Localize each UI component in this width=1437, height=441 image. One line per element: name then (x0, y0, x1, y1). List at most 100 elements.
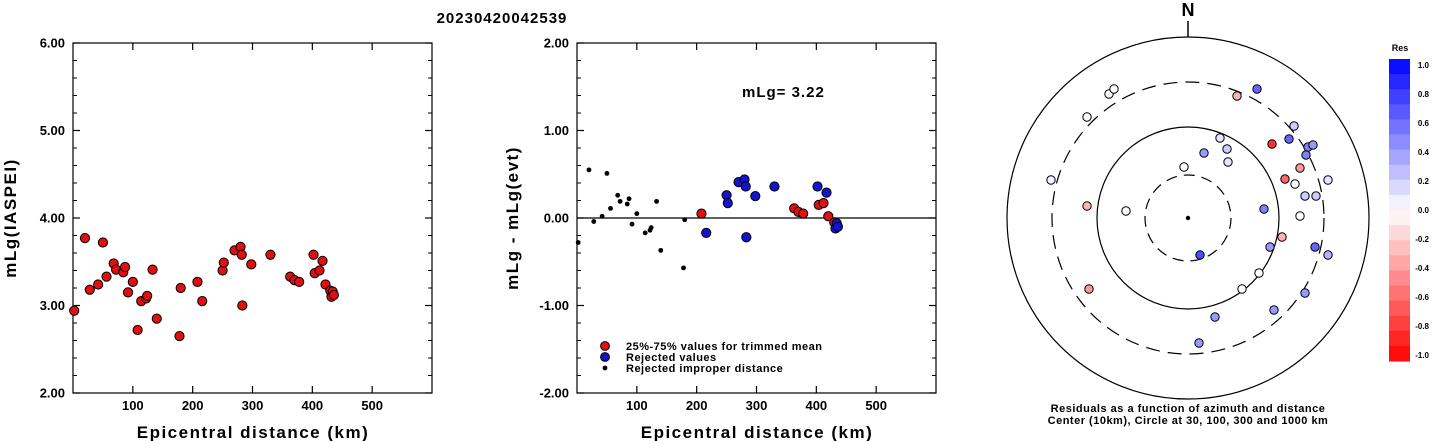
y-tick-label: 1.00 (544, 123, 569, 138)
data-point (608, 205, 613, 211)
station-marker (1295, 211, 1305, 221)
station-marker (1232, 91, 1242, 101)
colorbar-cell (1389, 300, 1410, 317)
data-point (575, 240, 581, 245)
data-point (696, 208, 707, 219)
station-marker (1237, 284, 1247, 294)
range-circle-300km (1051, 81, 1325, 355)
data-point (69, 305, 80, 316)
station-marker (1121, 206, 1131, 216)
station-marker (1300, 288, 1310, 298)
colorbar-label: 0.8 (1418, 90, 1430, 99)
data-point (769, 181, 780, 192)
data-point (750, 191, 761, 202)
x-tick-label: 500 (865, 398, 887, 413)
data-point (823, 211, 834, 222)
colorbar-cell (1389, 134, 1410, 151)
data-point (175, 282, 186, 294)
mlg-annotation: mLg= 3.22 (742, 84, 825, 101)
x-tick-label: 400 (805, 398, 827, 413)
map-caption-line2: Center (10km), Circle at 30, 100, 300 an… (1048, 415, 1329, 427)
data-point (317, 255, 328, 266)
data-point (701, 227, 712, 238)
y-tick-label: 3.00 (40, 298, 65, 313)
data-point (246, 259, 257, 270)
colorbar-label: -0.8 (1415, 322, 1429, 331)
x-tick-label: 300 (746, 398, 768, 413)
x-tick-label: 200 (686, 398, 708, 413)
colorbar-cell (1389, 210, 1410, 226)
y-axis-label: mLg(IASPEI) (1, 158, 20, 277)
legend-marker (600, 341, 610, 351)
colorbar-label: -0.6 (1415, 293, 1429, 302)
data-point (654, 198, 659, 204)
data-point (122, 287, 134, 298)
colorbar-label: 0.6 (1418, 119, 1430, 128)
colorbar-label: -1.0 (1415, 351, 1429, 360)
station-marker (1311, 191, 1321, 201)
data-point (265, 249, 276, 260)
x-axis-label: Epicentral distance (km) (137, 423, 370, 441)
colorbar-cell (1389, 74, 1410, 90)
data-point (591, 219, 597, 224)
data-point (658, 247, 664, 253)
data-point (79, 233, 91, 244)
data-point (218, 257, 229, 268)
station-marker (1109, 84, 1119, 94)
station-marker (1046, 175, 1056, 185)
colorbar-label: 1.0 (1418, 61, 1430, 70)
residual-colorbar: Res 1.0 0.8 0.6 0.4 0.2 0.0 -0.2 -0.4 -0.6 -0.8 -1… (1389, 43, 1430, 362)
data-point (682, 217, 688, 223)
station-marker (1084, 284, 1094, 294)
station-marker (1082, 112, 1092, 122)
colorbar-label: 0.0 (1418, 206, 1430, 215)
data-point (741, 232, 752, 243)
station-marker (1300, 191, 1310, 201)
data-point (119, 261, 131, 273)
y-axis-label: mLg - mLg(evt) (503, 146, 522, 290)
station-marker (1301, 150, 1311, 160)
data-point (812, 181, 823, 192)
data-point (174, 331, 185, 342)
colorbar-label: -0.4 (1415, 264, 1429, 273)
colorbar-cell (1389, 89, 1410, 105)
colorbar-cell (1389, 255, 1410, 271)
colorbar-cell (1389, 315, 1410, 332)
station-marker (1308, 140, 1318, 150)
mlg-iaspei-panel: 100 200 300 400 500 2.00 3.00 4.00 5.00 6.00 Epic… (1, 36, 433, 441)
north-label: N (1182, 0, 1195, 20)
range-circle-1000km (1006, 36, 1370, 400)
legend: 25%-75% values for trimmed meanRejected … (600, 341, 822, 375)
data-point (798, 208, 809, 219)
station-marker (1269, 305, 1279, 315)
station-marker (1195, 250, 1205, 260)
station-marker (1259, 204, 1269, 214)
colorbar-cell (1389, 225, 1410, 241)
legend-label: Rejected values (626, 352, 717, 364)
data-point (147, 264, 158, 275)
station-marker (1265, 242, 1275, 252)
station-marker (1280, 174, 1290, 184)
data-point (629, 221, 635, 227)
station-marker (1254, 268, 1264, 278)
epicenter-marker (1185, 215, 1191, 221)
data-point (294, 276, 305, 287)
plot-frame (72, 42, 433, 394)
station-marker (1290, 179, 1300, 189)
data-point (308, 249, 319, 260)
legend-label: Rejected improper distance (626, 363, 783, 375)
station-marker (1277, 232, 1287, 242)
station-marker (1323, 250, 1333, 260)
data-point (97, 237, 109, 248)
data-point (314, 265, 325, 276)
station-marker (1267, 139, 1277, 149)
data-point (151, 313, 162, 324)
station-marker (1284, 134, 1294, 144)
station-marker (1252, 84, 1262, 94)
data-point (604, 170, 610, 176)
y-tick-label: 0.00 (544, 211, 569, 226)
data-point (236, 249, 247, 260)
y-tick-label: -1.00 (539, 298, 569, 313)
station-marker (1082, 201, 1092, 211)
azimuth-map: N Residuals as a function of azimuth and… (1006, 0, 1370, 427)
